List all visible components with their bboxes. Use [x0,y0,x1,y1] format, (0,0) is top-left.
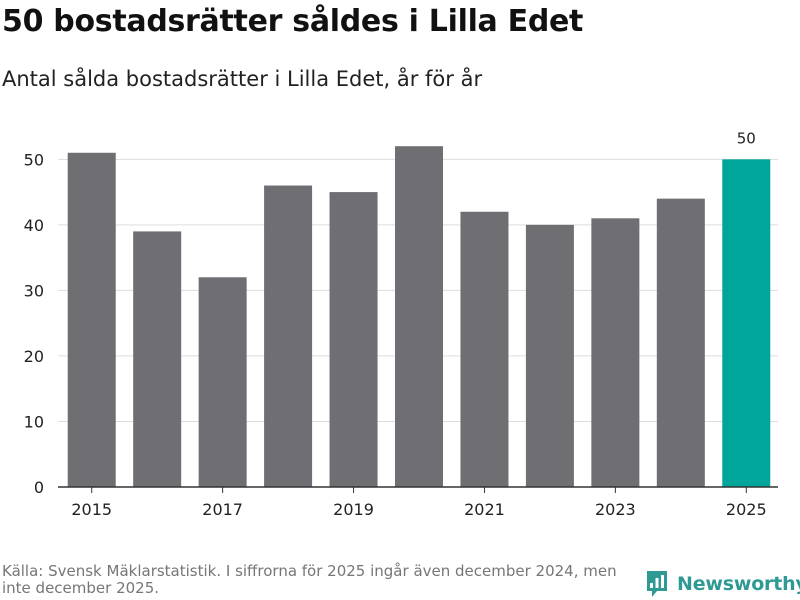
bar-2017 [198,277,247,487]
brand-name: Newsworthy [677,573,800,595]
bar-2023 [591,218,640,487]
bar-2019 [329,192,378,487]
source-note: Källa: Svensk Mäklarstatistik. I siffror… [2,562,617,597]
x-tick-label-2015: 2015 [71,500,112,519]
bar-2025 [722,159,771,488]
data-label-2025: 50 [737,129,756,147]
y-tick-label-20: 20 [24,347,44,366]
x-tick-label-2021: 2021 [464,500,505,519]
bar-2022 [525,224,574,487]
bar-2015 [67,152,116,487]
y-tick-label-0: 0 [34,478,44,497]
newsworthy-logo-icon [647,571,667,597]
bar-2024 [656,198,705,487]
y-tick-label-40: 40 [24,216,44,235]
bars [67,146,771,488]
labels: 0 10 20 30 40 50 50 2015 2017 2019 2021 2023 2025 [24,129,767,519]
chart-title: 50 bostadsrätter såldes i Lilla Edet [2,4,584,39]
x-tick-label-2017: 2017 [202,500,243,519]
bar-2018 [264,185,313,488]
bar-2021 [460,211,509,487]
x-tick-label-2025: 2025 [726,500,767,519]
bar-chart: 0 10 20 30 40 50 50 2015 2017 2019 2021 2023 2025 [24,129,778,519]
axes [58,486,778,493]
y-tick-label-30: 30 [24,281,44,300]
x-tick-label-2023: 2023 [595,500,636,519]
brand-logo: Newsworthy [645,569,800,599]
x-tick-label-2019: 2019 [333,500,374,519]
chart-subtitle: Antal sålda bostadsrätter i Lilla Edet, … [2,67,483,91]
y-tick-label-50: 50 [24,150,44,169]
y-tick-label-10: 10 [24,412,44,431]
bar-2016 [133,231,182,487]
bar-2020 [395,146,443,487]
